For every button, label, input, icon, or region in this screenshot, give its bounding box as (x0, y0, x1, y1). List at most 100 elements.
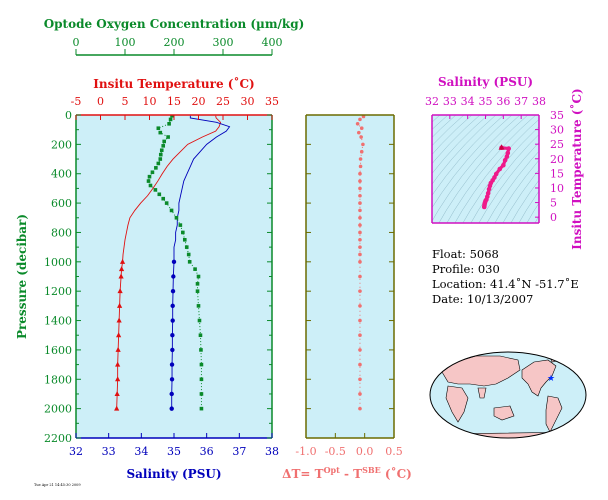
delta-point (358, 179, 362, 183)
salinity-point (170, 347, 175, 353)
pressure-tick-label: 1600 (44, 344, 72, 357)
ts-point (485, 190, 491, 196)
oxygen-axis-title: Optode Oxygen Concentration (µm/kg) (44, 17, 305, 31)
ts-point (504, 154, 510, 159)
oxygen-point (196, 274, 201, 279)
salinity-tick-label: 36 (200, 445, 214, 458)
delta-point (358, 186, 362, 191)
oxygen-point (187, 260, 192, 264)
oxygen-point (158, 130, 163, 135)
delta-point (358, 260, 362, 264)
temperature-tick-label: 10 (143, 95, 157, 108)
temperature-tick-label: 20 (192, 95, 206, 108)
salinity-point (171, 259, 177, 265)
ts-salinity-axis-title: Salinity (PSU) (438, 75, 533, 89)
oxygen-point (156, 161, 161, 166)
ts-salinity-tick-label: 34 (461, 95, 475, 108)
profile-panel: 0200400600800100012001400160018002000220… (15, 17, 304, 481)
temperature-point (115, 346, 121, 352)
salinity-point (170, 288, 176, 294)
oxygen-point (159, 148, 164, 153)
delta-panel-bg (306, 115, 394, 438)
delta-point (358, 304, 362, 308)
oxygen-point (161, 144, 166, 148)
ts-surface-marker (498, 144, 505, 150)
pressure-axis-title: Pressure (decibar) (15, 214, 29, 339)
salinity-point (169, 362, 175, 367)
delta-point (358, 171, 362, 176)
ts-density-contour (432, 115, 521, 222)
oxygen-point (166, 135, 170, 139)
salinity-tick-label: 34 (134, 445, 148, 458)
ts-salinity-tick-label: 33 (443, 95, 457, 108)
delta-point (358, 230, 362, 235)
delta-point (358, 208, 362, 213)
pressure-tick-label: 1400 (44, 315, 72, 328)
delta-point (361, 115, 366, 119)
delta-point (358, 215, 362, 220)
oxygen-point (198, 333, 203, 338)
ts-density-contour (518, 190, 539, 223)
land-north-america (521, 359, 557, 397)
oxygen-point (199, 392, 204, 396)
ts-temperature-tick-label: 25 (550, 138, 564, 151)
delta-point (358, 377, 362, 382)
temperature-tick-label: 35 (265, 95, 279, 108)
salinity-axis-title: Salinity (PSU) (126, 467, 221, 481)
ts-salinity-tick-label: 32 (425, 95, 439, 108)
ts-point (501, 162, 506, 168)
oxygen-point (150, 170, 155, 175)
land-india-sea (477, 387, 487, 399)
delta-point (358, 164, 363, 169)
delta-point (359, 135, 363, 139)
ts-salinity-tick-label: 35 (479, 95, 493, 108)
salinity-point (169, 406, 174, 411)
ts-density-contour (526, 202, 539, 223)
oxygen-point (184, 245, 189, 249)
ts-density-contour (432, 115, 481, 165)
ts-density-contour (486, 150, 539, 223)
temperature-tick-label: 15 (167, 95, 181, 108)
ts-density-contour (494, 159, 539, 223)
footer-timestamp: Tue Apr 21 14:45:30 2009 (34, 483, 81, 487)
temperature-point (116, 332, 122, 338)
temperature-tick-label: 0 (97, 95, 104, 108)
delta-point (358, 201, 362, 205)
ts-point (506, 146, 511, 151)
temperature-point (117, 288, 123, 294)
oxygen-point (195, 282, 200, 286)
oxygen-point (193, 267, 197, 271)
ts-salinity-tick-label: 36 (496, 95, 510, 108)
ts-density-contour (432, 115, 489, 174)
oxygen-point (182, 237, 187, 242)
ts-density-contour (470, 134, 539, 223)
pressure-tick-label: 400 (51, 168, 72, 181)
temperature-line (122, 115, 222, 262)
ts-density-contour (478, 142, 539, 223)
ts-temperature-tick-label: 5 (550, 197, 557, 210)
temperature-tick-label: 25 (216, 95, 230, 108)
oxygen-point (157, 192, 162, 197)
delta-point (358, 157, 363, 161)
oxygen-point (158, 157, 163, 161)
profile-axes: 0200400600800100012001400160018002000220… (15, 17, 304, 481)
temperature-point (115, 376, 121, 382)
temperature-point (118, 266, 125, 272)
ts-point (492, 175, 497, 180)
delta-point (359, 126, 364, 131)
oxygen-point (148, 183, 153, 188)
temperature-tick-label: 30 (241, 95, 255, 108)
delta-series-layer (355, 115, 366, 411)
ts-density-contour (432, 115, 505, 196)
land-australia (493, 405, 515, 421)
ts-density-contour (510, 179, 539, 223)
salinity-point (170, 333, 175, 338)
oxygen-point (168, 117, 173, 122)
delta-point (358, 362, 362, 367)
delta-point (358, 392, 362, 396)
delta-point (358, 237, 362, 242)
oxygen-point (156, 126, 161, 131)
delta-axes: -1.0 -0.5 0.0 0.5 ΔT= TOpt - TSBE (˚C) (282, 114, 412, 481)
